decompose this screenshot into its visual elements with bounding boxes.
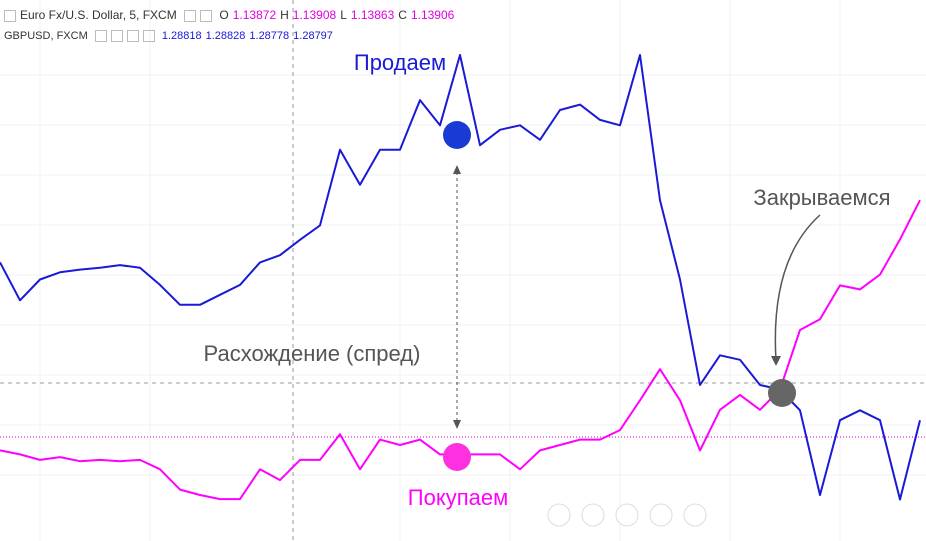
zoom-controls	[547, 503, 707, 527]
main-legend: Euro Fx/U.S. Dollar, 5, FXCM O 1.13872 H 1.…	[4, 8, 462, 22]
overlay-value: 1.28828	[205, 30, 246, 42]
overlay-value: 1.28797	[293, 30, 333, 42]
scroll-right-button[interactable]	[683, 503, 707, 527]
settings-icon[interactable]	[142, 30, 155, 43]
settings-icon[interactable]	[94, 30, 107, 43]
settings-icon[interactable]	[110, 30, 123, 43]
series-line	[0, 54, 921, 501]
settings-icon[interactable]	[184, 9, 197, 22]
overlay-title: GBPUSD, FXCM	[4, 30, 88, 42]
spread-arrow	[453, 165, 461, 429]
buy-marker	[443, 443, 471, 471]
main-title: Euro Fx/U.S. Dollar, 5, FXCM	[20, 8, 177, 22]
overlay-values: 1.28818 1.28828 1.28778 1.28797	[162, 30, 337, 42]
ohlc-value: 1.13906	[410, 8, 455, 22]
sell-marker	[443, 121, 471, 149]
zoom-out-button[interactable]	[581, 503, 605, 527]
ohlc-label: H	[280, 8, 289, 22]
ohlc-value: 1.13908	[292, 8, 337, 22]
ohlc-label: O	[219, 8, 229, 22]
ohlc-value: 1.13872	[232, 8, 277, 22]
overlay-value: 1.28778	[249, 30, 290, 42]
scroll-left-button[interactable]	[547, 503, 571, 527]
ohlc-label: C	[398, 8, 407, 22]
reset-button[interactable]	[615, 503, 639, 527]
overlay-value: 1.28818	[161, 30, 202, 42]
close-marker	[768, 379, 796, 407]
zoom-in-button[interactable]	[649, 503, 673, 527]
close-label: Закрываемся	[753, 185, 890, 210]
ohlc-value: 1.13863	[350, 8, 395, 22]
settings-icon[interactable]	[126, 30, 139, 43]
ohlc-values: O 1.13872 H 1.13908 L 1.13863 C 1.13906	[219, 8, 458, 22]
sell-label: Продаем	[354, 50, 446, 75]
collapse-icon[interactable]	[4, 9, 16, 22]
close-arrow	[774, 214, 821, 361]
close-arrow-head	[771, 356, 781, 366]
ohlc-label: L	[340, 8, 347, 22]
buy-label: Покупаем	[408, 485, 508, 510]
overlay-legend: GBPUSD, FXCM 1.28818 1.28828 1.28778 1.2879…	[4, 30, 341, 43]
spread-label: Расхождение (спред)	[204, 341, 421, 366]
settings-icon[interactable]	[200, 9, 213, 22]
